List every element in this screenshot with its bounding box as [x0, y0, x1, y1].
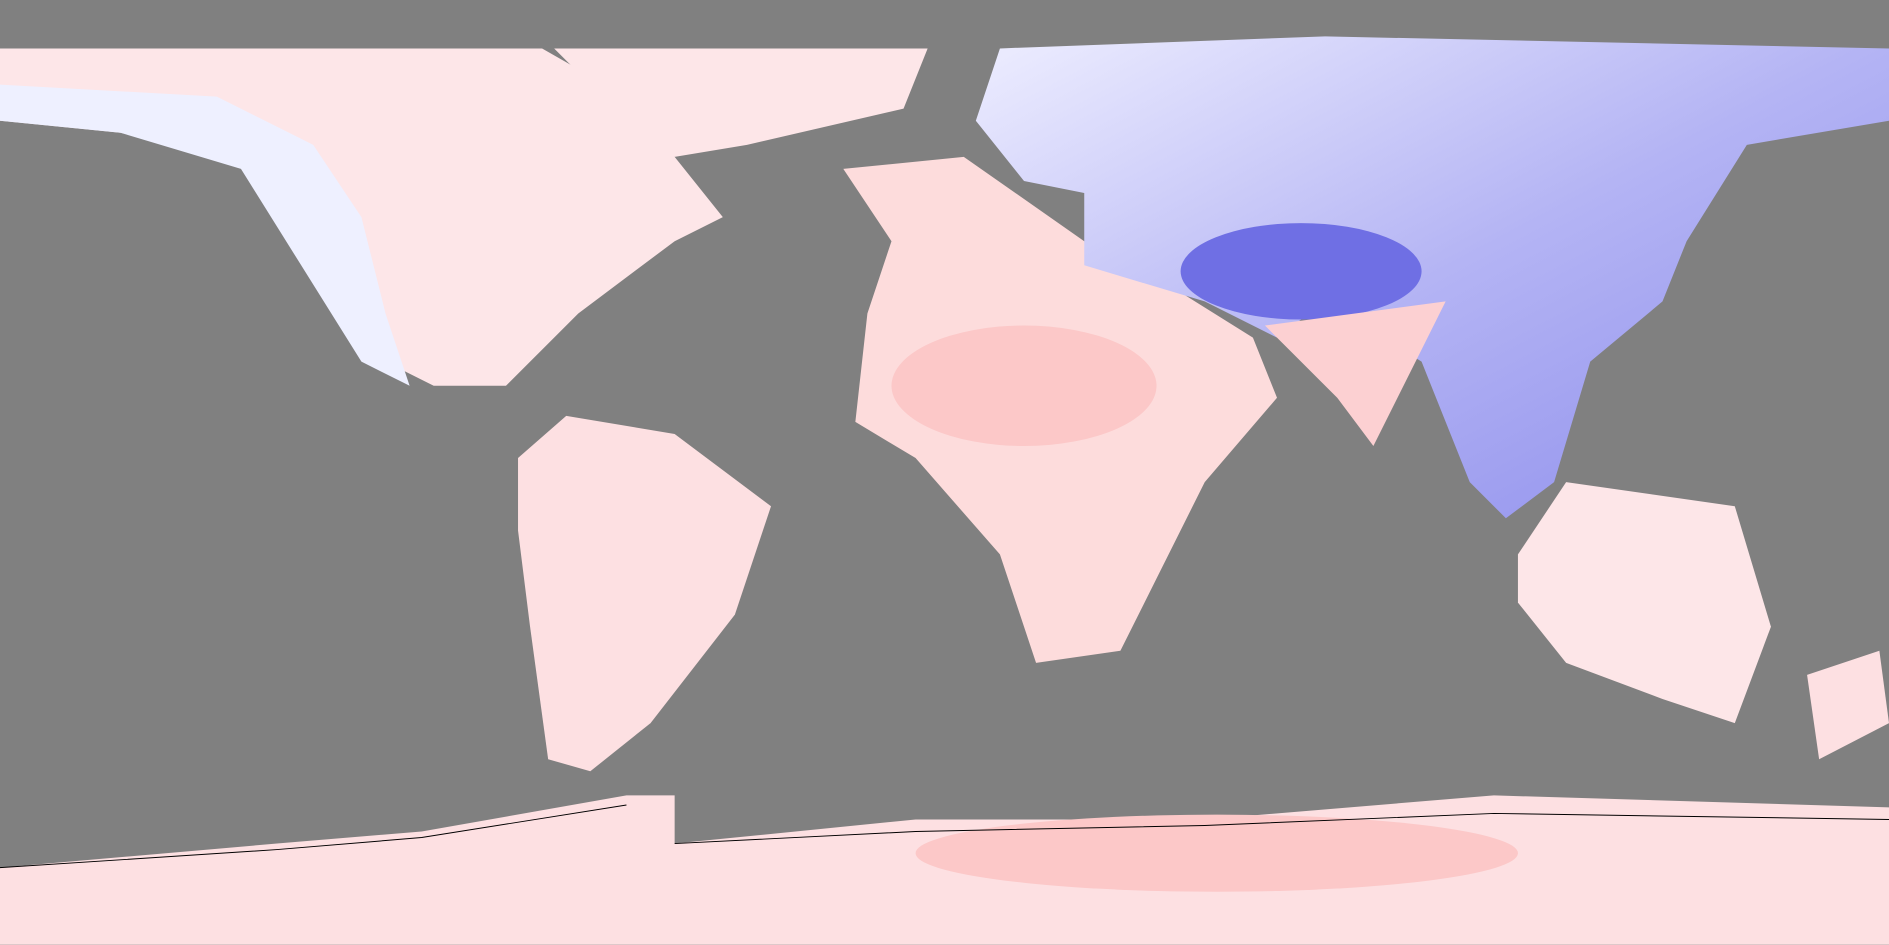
new-zealand — [1807, 650, 1889, 760]
tibet-cold — [1180, 223, 1422, 320]
antarctica-warm — [915, 814, 1518, 892]
north-america-west — [0, 84, 410, 386]
australia — [1517, 482, 1771, 724]
sahara-warm — [891, 325, 1157, 446]
india — [1264, 301, 1446, 446]
greenland — [554, 48, 928, 157]
coastline — [0, 804, 1889, 869]
eurasia — [975, 36, 1889, 519]
south-america — [518, 415, 772, 772]
